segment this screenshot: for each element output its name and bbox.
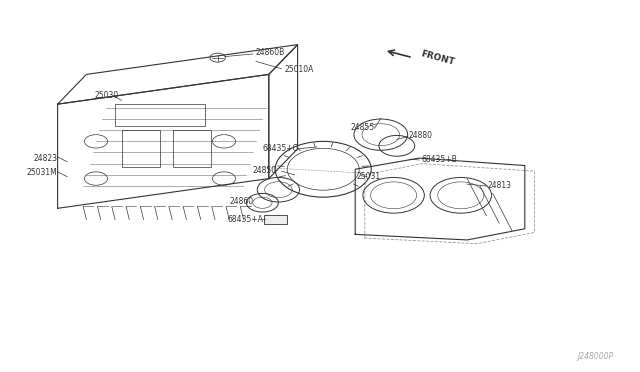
- Text: 25010A: 25010A: [285, 65, 314, 74]
- Bar: [122, 130, 160, 167]
- Text: 24860B: 24860B: [256, 48, 285, 57]
- Text: 25030: 25030: [95, 92, 119, 100]
- Text: 24813: 24813: [488, 181, 512, 190]
- Text: 24850: 24850: [253, 166, 277, 174]
- Text: 24860: 24860: [229, 197, 253, 206]
- Text: 68435+A: 68435+A: [227, 215, 263, 224]
- Text: FRONT: FRONT: [419, 49, 455, 67]
- Text: 25031M: 25031M: [27, 169, 58, 177]
- Text: 24823: 24823: [33, 154, 58, 163]
- Text: 68435+B: 68435+B: [421, 155, 457, 164]
- Text: 24880: 24880: [408, 131, 433, 140]
- Text: 25031: 25031: [356, 172, 381, 181]
- Bar: [115, 104, 205, 126]
- Text: 24855: 24855: [351, 123, 375, 132]
- Text: J248000P: J248000P: [577, 352, 613, 361]
- Bar: [173, 130, 211, 167]
- Bar: [264, 215, 287, 224]
- Text: 68435+C: 68435+C: [262, 144, 298, 153]
